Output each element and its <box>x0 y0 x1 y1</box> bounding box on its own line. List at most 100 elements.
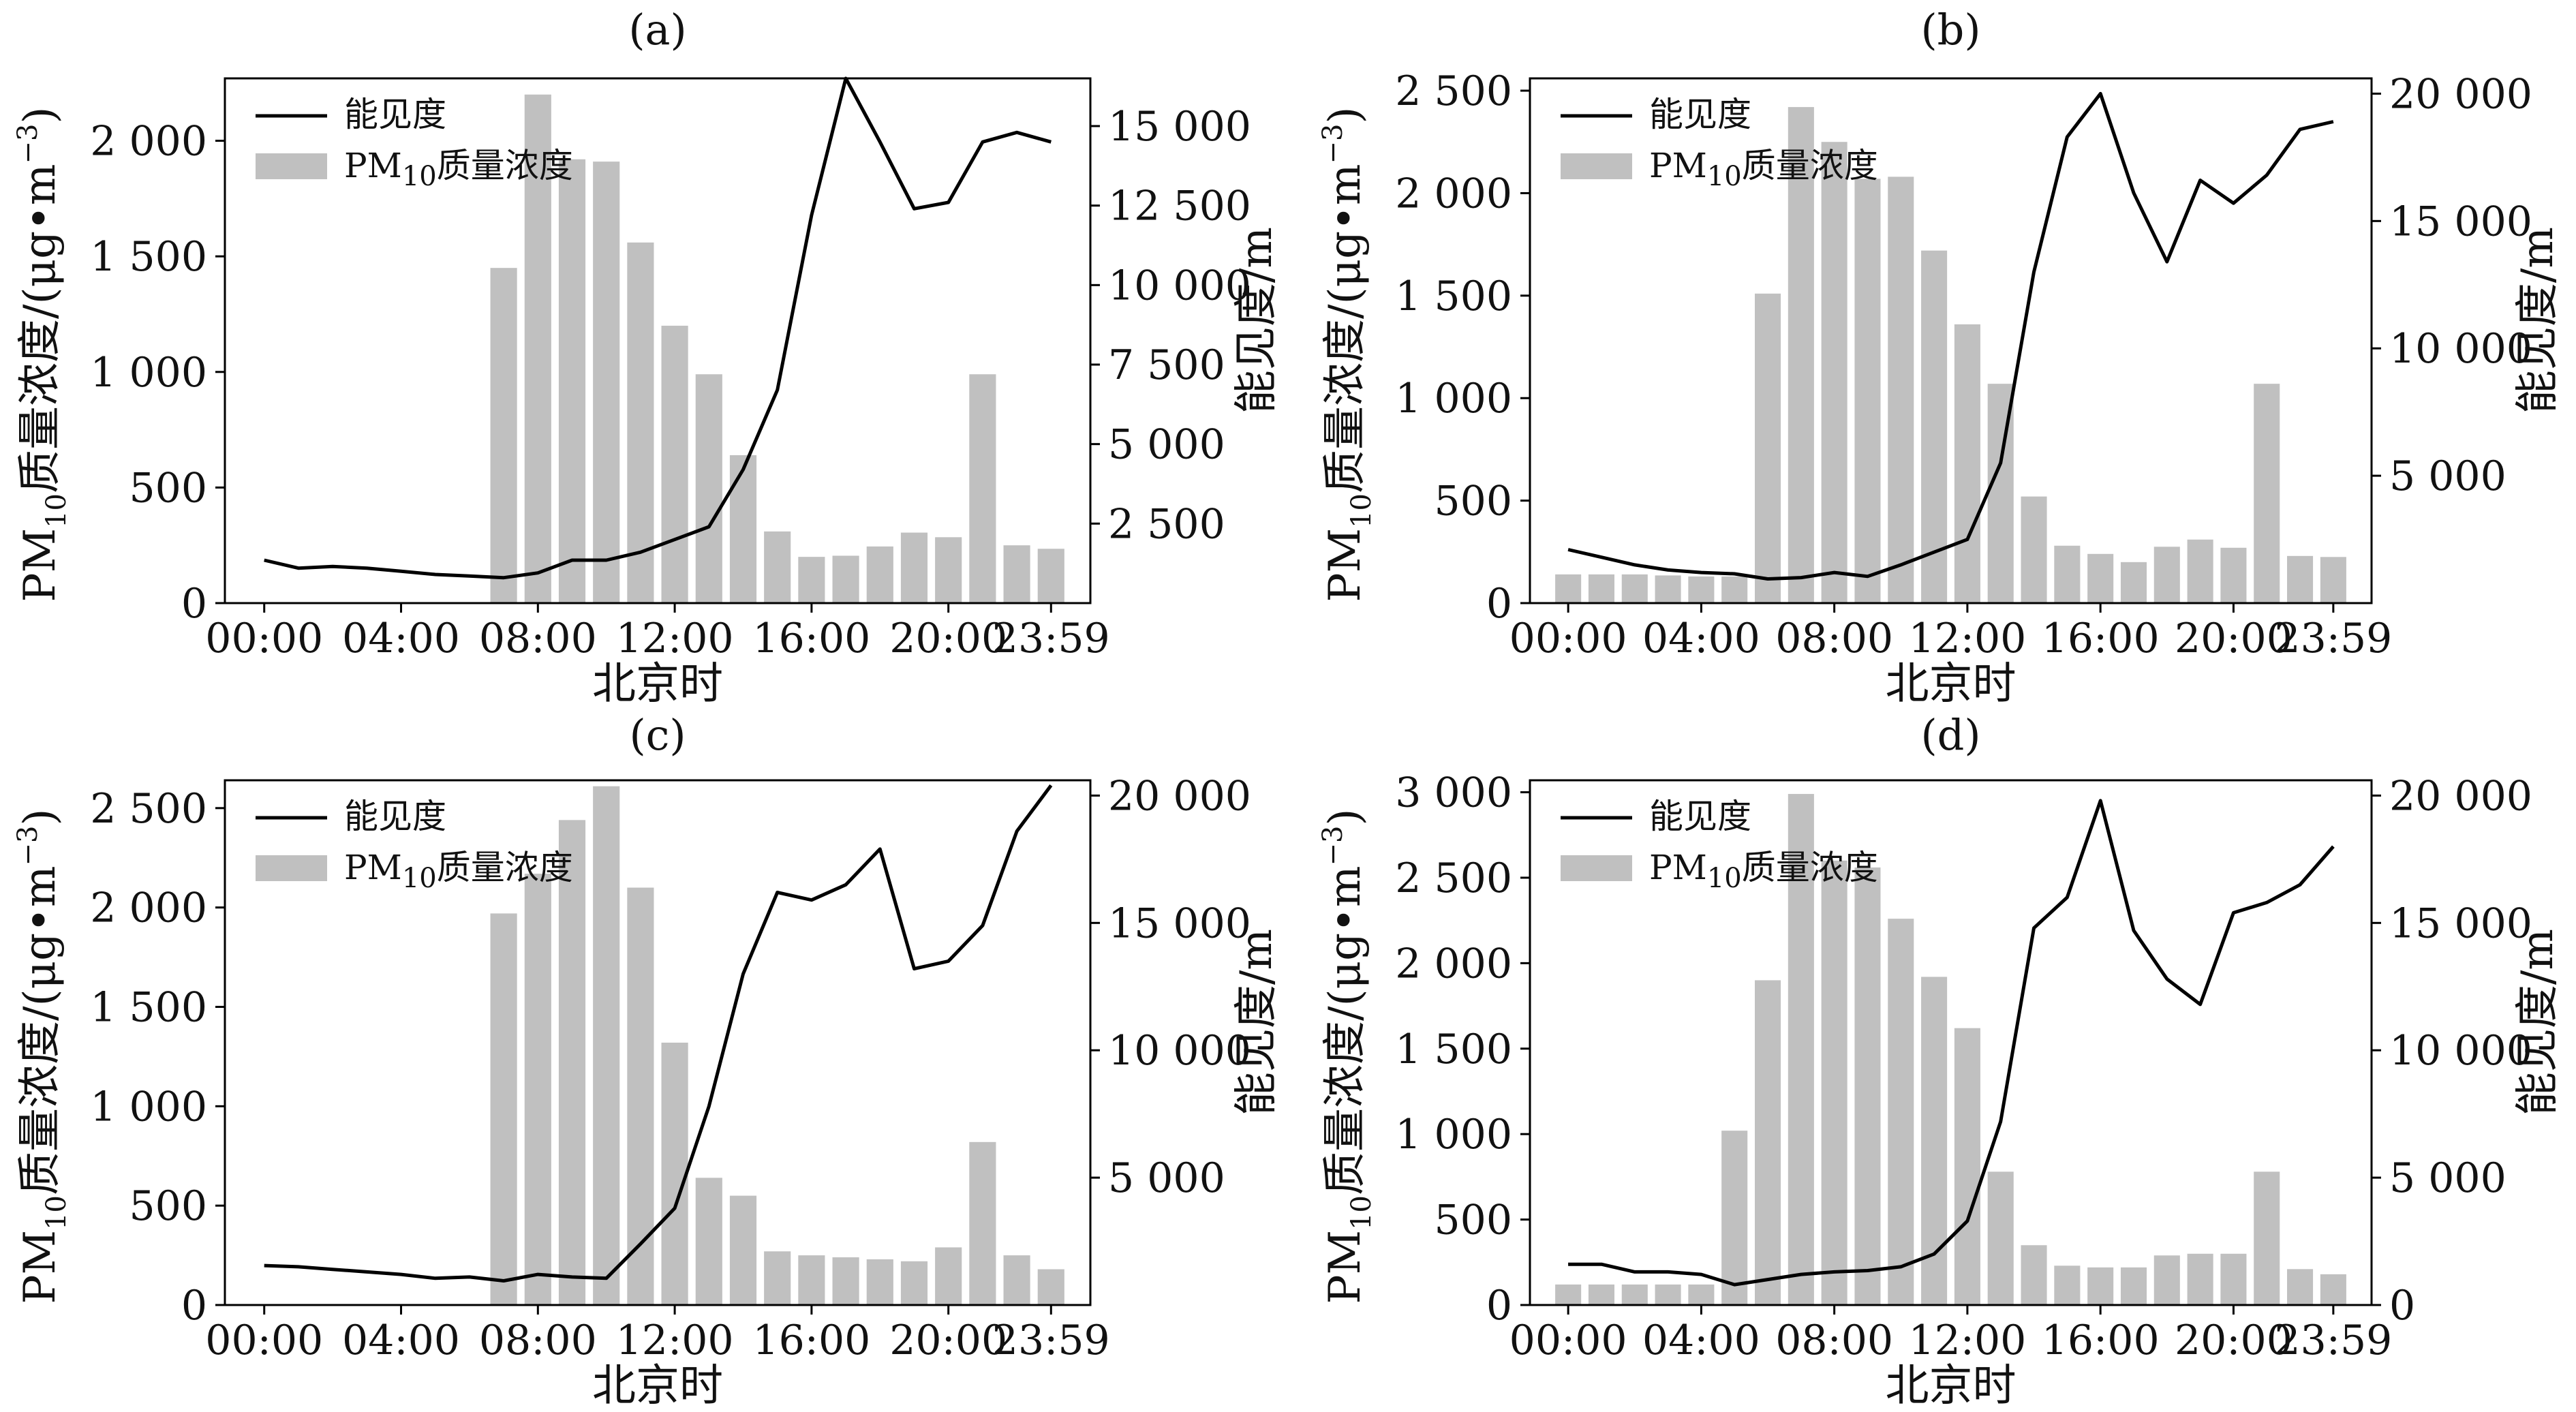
plot-frame <box>1529 779 2373 1306</box>
legend-label-pm10: PM10质量浓度 <box>1649 146 1878 192</box>
x-tick-label: 08:00 <box>479 1317 597 1364</box>
y-left-tick-label: 1 000 <box>90 349 207 397</box>
x-tick-label: 20:00 <box>889 1317 1007 1364</box>
y-left-tick-label: 500 <box>129 464 207 512</box>
x-tick-label: 23:59 <box>992 1317 1110 1364</box>
plot-frame <box>224 779 1092 1306</box>
pm10-bar <box>2320 557 2346 603</box>
x-axis-label: 北京时 <box>1886 1361 2017 1411</box>
pm10-bar <box>627 242 654 603</box>
x-tick-label: 12:00 <box>616 615 734 662</box>
y-right-tick-label: 20 000 <box>2389 772 2532 820</box>
y-left-label-sub: 10 <box>41 493 72 528</box>
y-left-label-rest: 质量浓度/(μg•m <box>1320 865 1370 1195</box>
x-tick-label: 20:00 <box>2175 615 2293 662</box>
pm10-bar <box>558 159 586 603</box>
pm10-bar <box>2220 547 2247 603</box>
pm10-bar <box>1788 107 1814 603</box>
pm10-bar <box>2287 555 2314 603</box>
y-left-tick-label: 500 <box>129 1182 207 1230</box>
x-tick-label: 08:00 <box>1775 1317 1893 1364</box>
pm10-bar <box>1655 1284 1681 1305</box>
legend-label-visibility: 能见度 <box>344 797 446 836</box>
visibility-line <box>1567 91 2334 581</box>
y-left-tick-label: 500 <box>1434 1197 1512 1244</box>
y-left-axis-label: PM10质量浓度/(μg•m−3) <box>1317 809 1377 1304</box>
pm10-bar <box>2120 1267 2147 1305</box>
x-tick-label: 00:00 <box>1509 615 1627 662</box>
pm10-bar <box>1921 250 1948 603</box>
pm10-bar <box>2220 1253 2247 1305</box>
y-left-label-sub: 10 <box>41 1195 72 1230</box>
visibility-line <box>264 76 1052 580</box>
x-tick-label: 20:00 <box>2175 1317 2293 1364</box>
x-tick-label: 20:00 <box>889 615 1007 662</box>
y-right-tick-label: 10 000 <box>1108 262 1251 309</box>
x-tick-label: 23:59 <box>992 615 1110 662</box>
y-right-tick-label: 5 000 <box>2389 452 2506 500</box>
x-tick-label: 23:59 <box>2274 1317 2392 1364</box>
x-tick-label: 04:00 <box>1642 615 1760 662</box>
pm10-bar <box>2254 1171 2280 1305</box>
y-left-tick-label: 2 000 <box>1395 170 1512 217</box>
x-tick-label: 08:00 <box>479 615 597 662</box>
y-right-tick-label: 15 000 <box>1108 103 1251 151</box>
pm10-bar <box>1588 1284 1614 1305</box>
y-right-axis-label: 能见度/m <box>1231 929 1282 1116</box>
legend-label-visibility: 能见度 <box>1649 95 1751 134</box>
pm10-bar <box>1003 545 1030 603</box>
x-tick-label: 04:00 <box>1642 1317 1760 1364</box>
y-left-tick-label: 3 000 <box>1395 769 1512 817</box>
y-right-tick-label: 2 500 <box>1108 500 1225 548</box>
visibility-line <box>1568 799 2335 1287</box>
pm10-bar <box>661 1043 688 1305</box>
y-left-tick-label: 2 000 <box>90 885 207 932</box>
pm10-bar <box>1854 867 1881 1305</box>
y-left-tick-label: 1 500 <box>1395 1026 1512 1073</box>
y-left-label-sub: 10 <box>1346 1195 1377 1230</box>
y-left-label-sup: −3 <box>12 825 44 865</box>
pm10-bar <box>1555 574 1582 603</box>
x-tick-label: 23:59 <box>2274 615 2392 662</box>
pm10-bar <box>764 531 791 603</box>
pm10-bar <box>1003 1255 1030 1305</box>
y-left-axis-label: PM10质量浓度/(μg•m−3) <box>12 107 72 602</box>
y-right-axis-label: 能见度/m <box>1231 227 1282 414</box>
y-left-label-rest: 质量浓度/(μg•m <box>1320 164 1370 493</box>
pm10-bar <box>1721 576 1748 603</box>
pm10-bar <box>1588 574 1614 603</box>
legend-label-pm10: PM10质量浓度 <box>1649 848 1878 894</box>
y-left-tick-label: 1 000 <box>1395 1111 1512 1158</box>
pm10-bar <box>900 1261 928 1305</box>
legend-label-pm10: PM10质量浓度 <box>344 848 573 894</box>
y-left-tick-label: 1 000 <box>1395 375 1512 423</box>
y-left-tick-label: 2 000 <box>90 118 207 166</box>
panel-title: (c) <box>629 710 686 760</box>
panel-title: (d) <box>1920 710 1980 760</box>
pm10-bar <box>661 325 688 603</box>
pm10-bar <box>764 1251 791 1305</box>
pm10-bar <box>900 532 928 603</box>
y-left-label-close: ) <box>1320 809 1370 826</box>
pm10-bar <box>2153 1255 2180 1305</box>
y-right-tick-label: 0 <box>2389 1282 2415 1330</box>
pm10-bar <box>1821 142 1847 603</box>
pm10-bar <box>2254 384 2280 603</box>
pm10-bar <box>2087 553 2114 603</box>
pm10-bar <box>1555 1284 1582 1305</box>
x-tick-label: 00:00 <box>205 615 323 662</box>
y-right-tick-label: 12 500 <box>1108 183 1251 230</box>
legend-label-pm10: PM10质量浓度 <box>344 146 573 192</box>
y-left-tick-label: 0 <box>1486 1282 1512 1330</box>
pm10-bar <box>866 1259 893 1305</box>
pm10-bar <box>798 557 825 603</box>
y-left-label-sup: −3 <box>1317 123 1349 164</box>
pm10-bar <box>1987 1171 2014 1305</box>
pm10-bar <box>695 374 722 603</box>
pm10-bar <box>524 874 551 1305</box>
pm10-bar <box>1754 293 1781 603</box>
pm10-bar <box>798 1255 825 1305</box>
y-right-tick-label: 20 000 <box>1108 772 1251 820</box>
pm10-bar <box>1621 1284 1648 1305</box>
